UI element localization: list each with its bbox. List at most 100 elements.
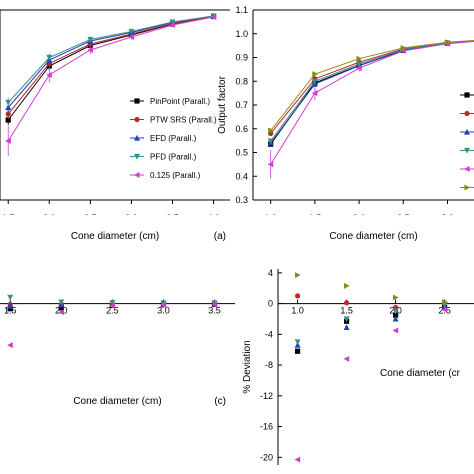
panel-b-data-point — [444, 39, 451, 46]
panel-c-x-tick-label: 2.5 — [106, 306, 119, 316]
panel-a-data-point — [128, 28, 135, 35]
panel-d-data-point — [343, 316, 350, 323]
panel-c-data-point — [58, 299, 65, 306]
panel-d-y-tick-label: -4 — [265, 329, 273, 339]
panel-d-y-tick-label: 0 — [268, 299, 273, 309]
panel-b-x-tick-label: 1.0 — [264, 213, 277, 223]
panel-b-x-tick-label: 2.5 — [397, 213, 410, 223]
panel-b-data-point — [356, 61, 363, 68]
panel-b-data-point — [400, 47, 406, 54]
panel-a-series-pfd — [5, 13, 217, 108]
panel-a-legend-marker — [134, 116, 140, 123]
panel-a-x-tick-label: 2.0 — [43, 213, 56, 223]
panel-a-x-tick-label: 2.5 — [84, 213, 97, 223]
panel-d-data-point — [294, 456, 301, 463]
panel-c-data-point — [7, 303, 14, 309]
panel-c-data-point — [7, 342, 13, 349]
panel-c-data-point — [58, 305, 64, 311]
panel-b-series-efd — [267, 40, 474, 146]
panel-b-x-tick-label: 3.0 — [441, 213, 454, 223]
panel-b-legend-marker — [464, 147, 470, 154]
panel-b-data-point — [312, 71, 318, 78]
panel-d-series-pfd — [294, 302, 448, 346]
panel-d-plot-area: 1.01.52.02.5 — [277, 269, 474, 465]
panel-a-data-point — [5, 99, 12, 106]
panel-a-data-point — [46, 72, 52, 78]
panel-c-series-chamber_0125 — [7, 301, 218, 349]
panel-a-data-point — [169, 22, 176, 28]
panel-c-plot-area: 1.52.02.53.03.5 — [0, 294, 235, 349]
panel-b-series-line — [270, 40, 474, 165]
panel-d-series-chamber_0125 — [294, 306, 448, 463]
panel-d-x-tick-label: 1.5 — [340, 306, 353, 316]
panel-d-data-point — [343, 355, 350, 362]
panel-d-data-point — [344, 300, 350, 306]
panel-b-series-pinpoint — [268, 40, 474, 147]
panel-c-data-point — [109, 302, 115, 309]
panel-a-data-point — [5, 111, 11, 117]
panel-d-data-point — [295, 293, 301, 299]
panel-a-legend-marker — [134, 153, 140, 160]
panel-b-legend-marker — [464, 184, 471, 191]
panel-c-data-point — [160, 302, 167, 309]
panel-b-data-point — [400, 45, 407, 51]
panel-a-legend-marker — [133, 172, 140, 178]
panel-c-data-point — [109, 300, 116, 306]
panel-d-y-tick-label: -8 — [265, 360, 273, 370]
panel-d-series-pinpoint — [295, 304, 448, 354]
panel-a-data-point — [128, 34, 135, 40]
panel-d-series-extra — [295, 272, 448, 306]
panel-b-x-tick-label: 2.0 — [353, 213, 366, 223]
panel-c-data-point — [160, 300, 167, 307]
panel-d-y-tick-label: 4 — [268, 268, 273, 278]
panel-d-series-efd — [294, 302, 448, 348]
panel-a-x-tick-label: 3.0 — [125, 213, 138, 223]
panel-d-data-point — [343, 324, 350, 331]
panel-b-legend-marker — [464, 92, 470, 98]
panel-d-x-tick-label: 1.0 — [291, 306, 304, 316]
panel-b-legend — [460, 92, 474, 191]
panel-c-x-tick-label: 3.5 — [208, 306, 221, 316]
panel-d-data-point — [441, 306, 448, 313]
panel-b-series-line — [270, 40, 474, 142]
panel-a-series-line — [7, 16, 214, 142]
panel-a-chart: 1.5 2.0 2.5 3.0 3.5 4.0 Cone diameter (cm) (a) P… — [0, 9, 230, 242]
panel-b-legend-marker — [464, 110, 470, 117]
panel-a-legend-label: PFD (Parall.) — [150, 153, 197, 162]
panel-c-panel-label: (c) — [214, 396, 226, 407]
panel-b-x-tick-label: 1.5 — [309, 213, 322, 223]
panel-b-data-point — [311, 90, 318, 97]
panel-b-legend-marker — [463, 166, 470, 172]
panel-b-x-axis-label: Cone diameter (cm) — [329, 231, 417, 242]
panel-b-data-point — [267, 138, 274, 145]
panel-a-data-point — [5, 138, 11, 144]
panel-a-data-point — [169, 19, 176, 26]
panel-d-data-point — [392, 308, 399, 315]
panel-a-series-line — [7, 15, 214, 108]
panel-d-data-point — [442, 299, 448, 306]
panel-d-data-point — [393, 294, 399, 301]
panel-a-series-line — [7, 16, 214, 115]
panel-a-legend-label: PTW SRS (Parall.) — [150, 116, 217, 125]
panel-a-series-line — [7, 15, 214, 103]
panel-b-series-chamber_0125 — [267, 40, 474, 179]
panel-b-legend-marker — [464, 128, 470, 135]
panel-a-data-point — [5, 117, 11, 123]
panel-b-y-tick-label: 0.7 — [235, 100, 248, 110]
panel-a-series-chamber_0125 — [5, 14, 217, 156]
panel-b-data-point — [355, 65, 362, 72]
panel-d-y-tick-label: -20 — [260, 452, 273, 462]
panel-b-y-tick-label: 1.0 — [235, 29, 248, 39]
panel-b-series-line — [270, 39, 474, 131]
panel-b-data-point — [356, 55, 363, 62]
panel-a-data-point — [210, 14, 217, 20]
panel-a-x-tick-label: 4.0 — [207, 213, 220, 223]
panel-d-series-ptw_srs — [295, 293, 448, 311]
panel-d-y-tick-label: -12 — [260, 391, 273, 401]
panel-d-y-tick-label: -16 — [260, 422, 273, 432]
panel-b-data-point — [311, 78, 318, 85]
panel-a-legend-marker — [134, 98, 140, 104]
panel-a-x-tick-label: 1.5 — [2, 213, 15, 223]
